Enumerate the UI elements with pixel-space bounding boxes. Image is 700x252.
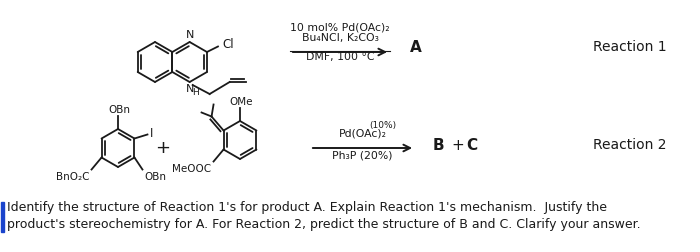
Text: N: N bbox=[186, 30, 194, 41]
Text: +: + bbox=[451, 138, 463, 152]
Text: Reaction 2: Reaction 2 bbox=[594, 138, 666, 152]
Text: H: H bbox=[192, 88, 198, 97]
Text: B: B bbox=[433, 138, 444, 152]
Text: BnO₂C: BnO₂C bbox=[56, 172, 90, 181]
Text: Bu₄NCI, K₂CO₃: Bu₄NCI, K₂CO₃ bbox=[302, 33, 379, 43]
Text: N: N bbox=[186, 83, 194, 93]
Text: Ph₃P (20%): Ph₃P (20%) bbox=[332, 150, 393, 160]
Text: DMF, 100 °C: DMF, 100 °C bbox=[306, 52, 374, 62]
Text: A: A bbox=[410, 40, 421, 54]
Text: OMe: OMe bbox=[230, 97, 253, 107]
Text: I: I bbox=[150, 127, 153, 140]
Text: Cl: Cl bbox=[222, 39, 234, 51]
Bar bbox=[1, 202, 4, 232]
Text: Identify the structure of Reaction 1's for product A. Explain Reaction 1's mecha: Identify the structure of Reaction 1's f… bbox=[7, 201, 607, 214]
Text: product's stereochemistry for A. For Reaction 2, predict the structure of B and : product's stereochemistry for A. For Rea… bbox=[7, 218, 640, 231]
Text: (10%): (10%) bbox=[369, 121, 396, 130]
Text: MeOOC: MeOOC bbox=[172, 164, 211, 173]
Text: Pd(OAc)₂: Pd(OAc)₂ bbox=[339, 129, 386, 139]
Text: 10 mol% Pd(OAc)₂: 10 mol% Pd(OAc)₂ bbox=[290, 22, 390, 32]
Text: +: + bbox=[155, 139, 171, 157]
Text: C: C bbox=[466, 138, 477, 152]
Text: OBn: OBn bbox=[108, 105, 130, 115]
Text: Reaction 1: Reaction 1 bbox=[593, 40, 667, 54]
Text: OBn: OBn bbox=[144, 172, 167, 181]
